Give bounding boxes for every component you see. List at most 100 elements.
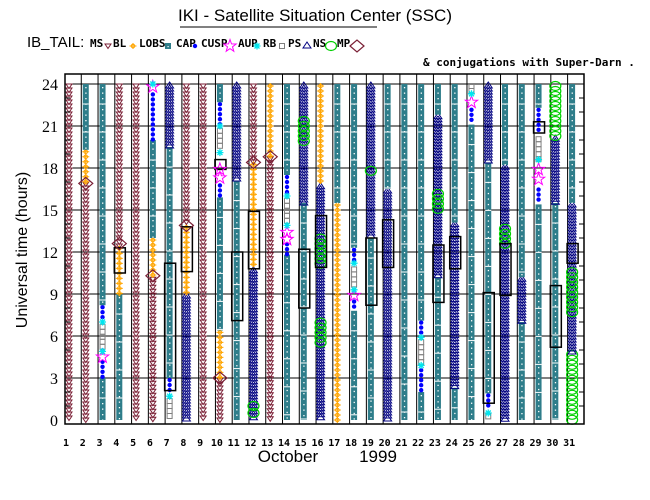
rb-marker xyxy=(535,151,542,158)
ms-marker xyxy=(65,127,73,134)
lobs-dot xyxy=(470,270,473,272)
ms-marker xyxy=(65,159,73,166)
bl-marker xyxy=(182,279,190,286)
ns-marker xyxy=(247,400,260,412)
ms-marker xyxy=(199,315,208,322)
bl-rays xyxy=(317,178,325,184)
lobs-dot xyxy=(403,285,406,287)
ms-marker xyxy=(182,143,191,150)
ms-marker xyxy=(215,385,224,392)
ms-marker xyxy=(81,401,90,408)
cap-marker xyxy=(217,117,223,122)
ms-marker xyxy=(266,248,275,255)
ms-marker xyxy=(266,244,275,251)
lobs-dot xyxy=(403,202,406,204)
lobs-dot xyxy=(169,238,171,240)
lobs-dot xyxy=(102,213,104,215)
ms-marker xyxy=(65,191,73,198)
lobs-dot xyxy=(420,125,422,127)
ms-marker xyxy=(199,235,208,242)
super-darn-conjugation-box xyxy=(230,251,244,322)
ms-marker xyxy=(266,300,275,307)
bl-rays xyxy=(182,289,190,296)
lobs-dot xyxy=(470,127,473,129)
legend-dot-icon xyxy=(192,43,198,49)
lobs-dot xyxy=(102,392,104,394)
lobs-dot xyxy=(169,370,171,372)
lobs-interval xyxy=(485,162,492,394)
lobs-dot xyxy=(102,290,104,292)
lobs-dot xyxy=(454,418,456,420)
lobs-dot xyxy=(353,407,355,409)
cap-marker xyxy=(100,369,105,374)
lobs-dot xyxy=(554,338,557,340)
lobs-dot xyxy=(487,302,490,305)
lobs-dot xyxy=(521,109,523,111)
lobs-dot xyxy=(538,383,540,385)
lobs-dot xyxy=(219,255,221,257)
ms-marker xyxy=(249,115,258,122)
ps-marker xyxy=(302,41,312,49)
ns-marker xyxy=(549,100,562,112)
ms-marker xyxy=(81,385,90,392)
lobs-dot xyxy=(370,406,372,408)
day-10-column xyxy=(212,84,228,424)
cap-marker xyxy=(469,112,474,118)
lobs-dot xyxy=(538,339,540,341)
ms-marker xyxy=(132,187,141,194)
ns-marker xyxy=(314,332,327,343)
lobs-dot xyxy=(554,217,557,219)
lobs-dot xyxy=(487,341,490,343)
cap-marker xyxy=(418,368,424,373)
lobs-dot xyxy=(538,317,540,319)
lobs-dot xyxy=(403,323,406,325)
lobs-dot xyxy=(487,203,490,206)
lobs-dot xyxy=(169,150,171,152)
cap-marker xyxy=(150,122,156,127)
lobs-dot xyxy=(336,153,339,155)
lobs-bar xyxy=(99,378,106,420)
lobs-dot xyxy=(487,247,490,250)
lobs-dot xyxy=(403,175,406,177)
ms-marker xyxy=(199,207,208,214)
ms-marker xyxy=(148,348,157,355)
ms-marker xyxy=(199,279,208,286)
lobs-dot xyxy=(286,98,288,100)
ms-marker xyxy=(115,123,124,130)
lobs-dot xyxy=(470,210,473,212)
ms-marker xyxy=(132,215,141,222)
ms-marker xyxy=(115,143,124,150)
lobs-dot xyxy=(521,374,523,376)
lobs-dot xyxy=(219,299,221,301)
lobs-dot xyxy=(118,330,121,332)
ms-marker xyxy=(249,83,258,90)
lobs-dot xyxy=(504,136,506,138)
lobs-dot xyxy=(521,202,523,204)
lobs-dot xyxy=(370,312,372,314)
day-23-column xyxy=(431,84,445,420)
ms-marker xyxy=(115,87,124,94)
ms-marker xyxy=(65,103,73,110)
lobs-dot xyxy=(219,233,221,235)
ms-marker xyxy=(215,417,224,424)
lobs-dot xyxy=(353,208,355,210)
lobs-dot xyxy=(470,303,473,305)
lobs-dot xyxy=(470,221,473,223)
lobs-dot xyxy=(286,351,288,353)
ms-marker xyxy=(266,356,275,363)
ms-marker xyxy=(132,111,141,118)
ms-marker xyxy=(132,287,141,294)
lobs-dot xyxy=(102,175,104,177)
lobs-interval xyxy=(351,310,358,420)
ms-marker xyxy=(199,147,208,154)
lobs-dot xyxy=(336,191,339,193)
super-darn-conjugation-box xyxy=(482,291,495,404)
ms-marker xyxy=(132,227,141,234)
aur-marker xyxy=(484,409,492,417)
ms-marker xyxy=(81,389,90,396)
day-21-column xyxy=(401,84,408,420)
ns-marker xyxy=(565,292,579,303)
lobs-dot xyxy=(219,304,221,307)
lobs-dot xyxy=(554,233,557,235)
ms-marker xyxy=(148,288,157,295)
